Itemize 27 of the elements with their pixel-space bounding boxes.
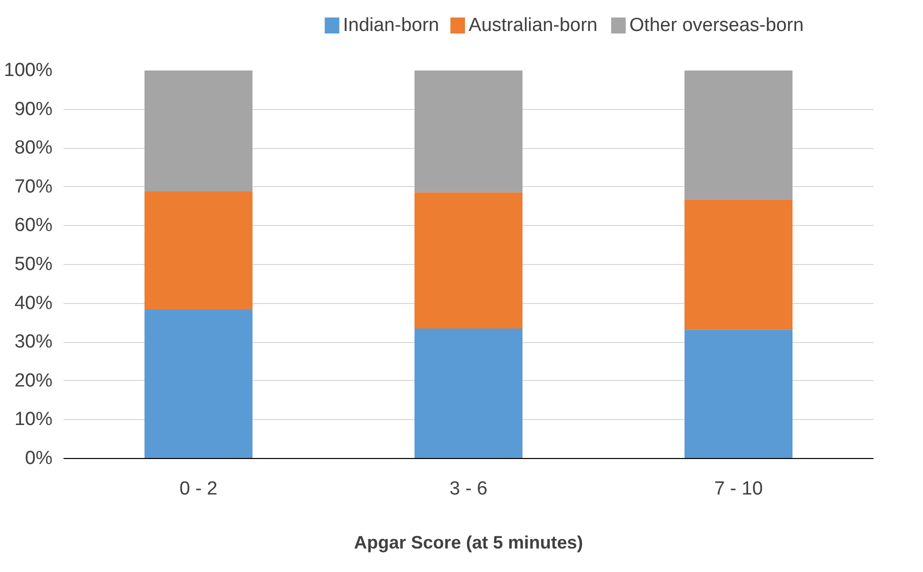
legend-label: Other overseas-born <box>629 15 804 36</box>
x-tick-label: 7 - 10 <box>714 478 763 500</box>
legend-label: Indian-born <box>342 15 440 36</box>
bar <box>144 70 252 192</box>
x-tick-label: 0 - 2 <box>179 478 218 500</box>
bar <box>144 192 252 310</box>
y-tick-label: 40% <box>14 292 53 314</box>
bar <box>144 310 252 458</box>
legend-label: Australian-born <box>468 15 598 36</box>
y-tick-label: 20% <box>14 370 53 392</box>
bar <box>414 70 522 192</box>
y-tick-label: 10% <box>14 409 53 430</box>
bar <box>414 192 522 329</box>
x-tick-label: 3 - 6 <box>449 478 488 500</box>
bar <box>684 330 792 458</box>
bar <box>414 328 522 458</box>
bar <box>684 199 792 330</box>
y-tick-label: 90% <box>14 98 53 120</box>
y-tick-label: 100% <box>4 60 53 81</box>
y-tick-label: 80% <box>14 138 53 159</box>
x-axis-title: Apgar Score (at 5 minutes) <box>354 532 584 552</box>
y-tick-label: 70% <box>14 176 53 198</box>
y-tick-label: 60% <box>14 215 53 236</box>
y-tick-label: 0% <box>25 448 53 469</box>
y-tick-label: 50% <box>14 254 53 275</box>
bar <box>684 70 792 200</box>
y-tick-label: 30% <box>14 332 53 353</box>
